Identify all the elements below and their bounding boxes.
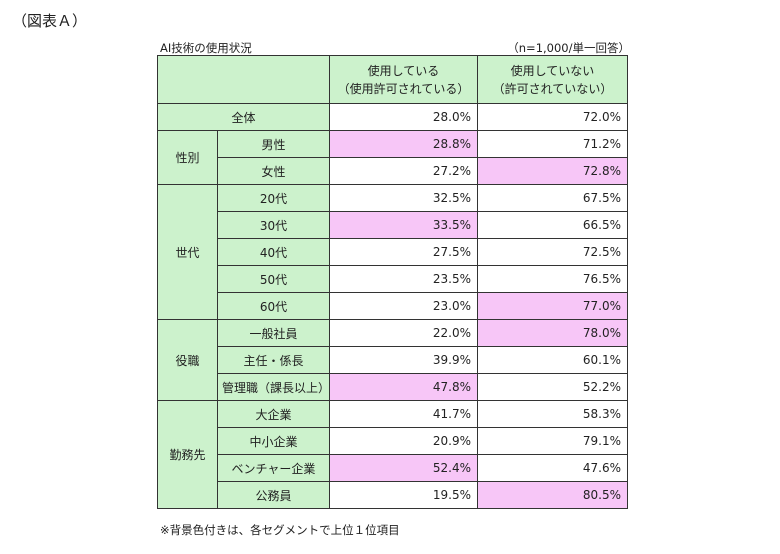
- group-label: 世代: [157, 184, 218, 320]
- use-value: 27.5%: [329, 238, 478, 266]
- figure-label: （図表Ａ）: [12, 12, 88, 30]
- segment-label: 公務員: [217, 481, 330, 509]
- table-row: 役職 一般社員 22.0% 78.0%: [157, 319, 628, 401]
- group-label: 性別: [157, 130, 218, 185]
- nouse-value: 80.5%: [477, 481, 628, 509]
- segment-label: 60代: [217, 292, 330, 320]
- use-value: 52.4%: [329, 454, 478, 482]
- nouse-value: 77.0%: [477, 292, 628, 320]
- segment-label: 20代: [217, 184, 330, 212]
- table-row: ベンチャー企業 52.4% 47.6%: [158, 454, 628, 482]
- nouse-value: 72.5%: [477, 238, 628, 266]
- use-value: 41.7%: [329, 400, 478, 428]
- nouse-value: 76.5%: [477, 265, 628, 293]
- segment-label: 大企業: [217, 400, 330, 428]
- table-row: 勤務先 大企業 41.7% 58.3%: [157, 400, 628, 509]
- nouse-value: 79.1%: [477, 427, 628, 455]
- use-value: 22.0%: [329, 319, 478, 347]
- nouse-value: 72.8%: [477, 157, 628, 185]
- total-label: 全体: [157, 103, 330, 131]
- nouse-value: 78.0%: [477, 319, 628, 347]
- table-row: 中小企業 20.9% 79.1%: [158, 427, 628, 455]
- table-row: 30代 33.5% 66.5%: [158, 211, 628, 239]
- nouse-value: 60.1%: [477, 346, 628, 374]
- table-row: 40代 27.5% 72.5%: [158, 238, 628, 266]
- segment-label: 管理職（課長以上）: [217, 373, 330, 401]
- table-row: 主任・係長 39.9% 60.1%: [158, 346, 628, 374]
- segment-label: 女性: [217, 157, 330, 185]
- table-row: 女性 27.2% 72.8%: [158, 157, 628, 185]
- table-title: AI技術の使用状況: [160, 41, 252, 55]
- nouse-value: 71.2%: [477, 130, 628, 158]
- group-label: 役職: [157, 319, 218, 401]
- use-value: 23.0%: [329, 292, 478, 320]
- use-value: 19.5%: [329, 481, 478, 509]
- nouse-value: 52.2%: [477, 373, 628, 401]
- nouse-value: 66.5%: [477, 211, 628, 239]
- use-value: 32.5%: [329, 184, 478, 212]
- group-label: 勤務先: [157, 400, 218, 509]
- segment-label: ベンチャー企業: [217, 454, 330, 482]
- total-use: 28.0%: [329, 103, 478, 131]
- table-row: 60代 23.0% 77.0%: [158, 292, 628, 320]
- segment-label: 40代: [217, 238, 330, 266]
- header-corner: [157, 55, 330, 104]
- table-row: 公務員 19.5% 80.5%: [158, 481, 628, 509]
- total-row: 全体 28.0% 72.0%: [157, 103, 628, 131]
- footnote: ※背景色付きは、各セグメントで上位１位項目: [160, 523, 400, 537]
- table-row: 世代 20代 32.5% 67.5%: [157, 184, 628, 320]
- table-row: 性別 男性 28.8% 71.2%: [157, 130, 628, 185]
- sample-note: （n=1,000/単一回答）: [507, 41, 630, 55]
- segment-label: 30代: [217, 211, 330, 239]
- use-value: 39.9%: [329, 346, 478, 374]
- table-row: 管理職（課長以上） 47.8% 52.2%: [158, 373, 628, 401]
- use-value: 27.2%: [329, 157, 478, 185]
- nouse-value: 67.5%: [477, 184, 628, 212]
- header-row: 使用している （使用許可されている） 使用していない （許可されていない）: [157, 55, 628, 104]
- header-use: 使用している （使用許可されている）: [329, 55, 478, 104]
- nouse-value: 47.6%: [477, 454, 628, 482]
- use-value: 28.8%: [329, 130, 478, 158]
- table-row: 50代 23.5% 76.5%: [158, 265, 628, 293]
- segment-label: 主任・係長: [217, 346, 330, 374]
- use-value: 20.9%: [329, 427, 478, 455]
- use-value: 47.8%: [329, 373, 478, 401]
- header-nouse: 使用していない （許可されていない）: [477, 55, 628, 104]
- segment-label: 一般社員: [217, 319, 330, 347]
- use-value: 33.5%: [329, 211, 478, 239]
- segment-label: 50代: [217, 265, 330, 293]
- use-value: 23.5%: [329, 265, 478, 293]
- usage-table: 使用している （使用許可されている） 使用していない （許可されていない） 全体 2…: [157, 55, 628, 509]
- segment-label: 男性: [217, 130, 330, 158]
- total-nouse: 72.0%: [477, 103, 628, 131]
- nouse-value: 58.3%: [477, 400, 628, 428]
- segment-label: 中小企業: [217, 427, 330, 455]
